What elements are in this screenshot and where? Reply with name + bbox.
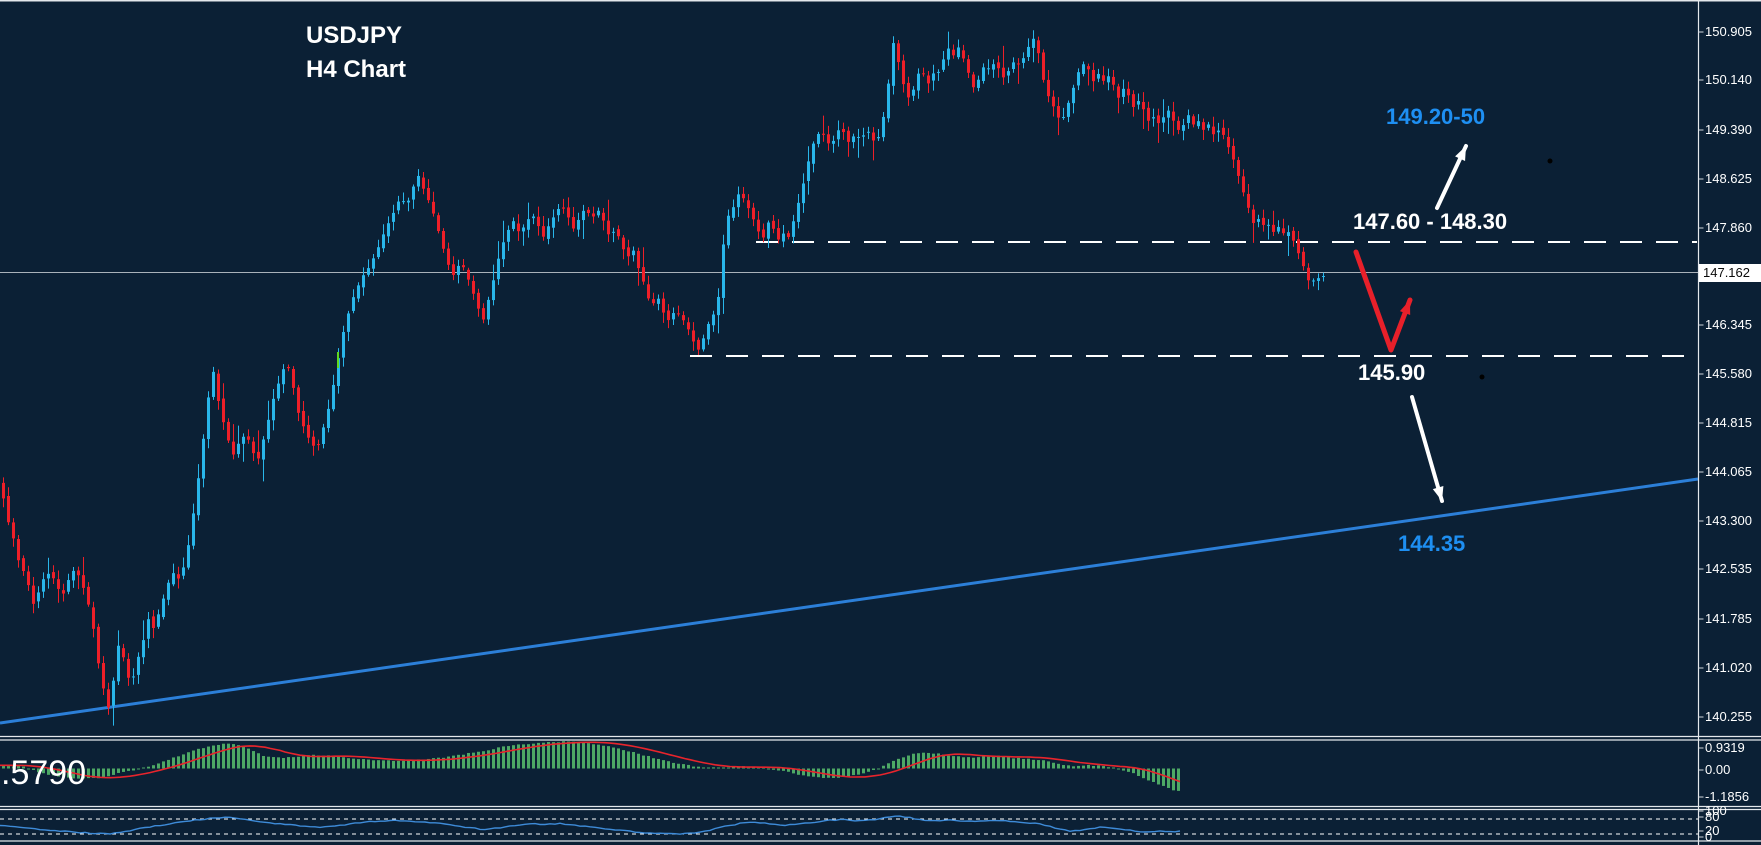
- arrow-to-upper-target-head: [1455, 146, 1466, 162]
- window-top-border: [0, 0, 1761, 2]
- stochastic-panel: [0, 815, 1698, 835]
- arrow-bounce-red: [1353, 249, 1413, 353]
- stoch-line: [0, 815, 1181, 835]
- arrow-to-lower-target-head: [1432, 486, 1444, 501]
- stray-dot-1: [1479, 374, 1485, 380]
- macd-signal-line: [0, 741, 1181, 783]
- support-trendline[interactable]: [0, 477, 1699, 725]
- macd-histogram: [0, 741, 1181, 791]
- stray-dot-0: [1547, 158, 1553, 164]
- candles: [2, 30, 1325, 726]
- arrow-bounce-red-head: [1399, 300, 1411, 316]
- arrow-to-lower-target: [1410, 395, 1444, 503]
